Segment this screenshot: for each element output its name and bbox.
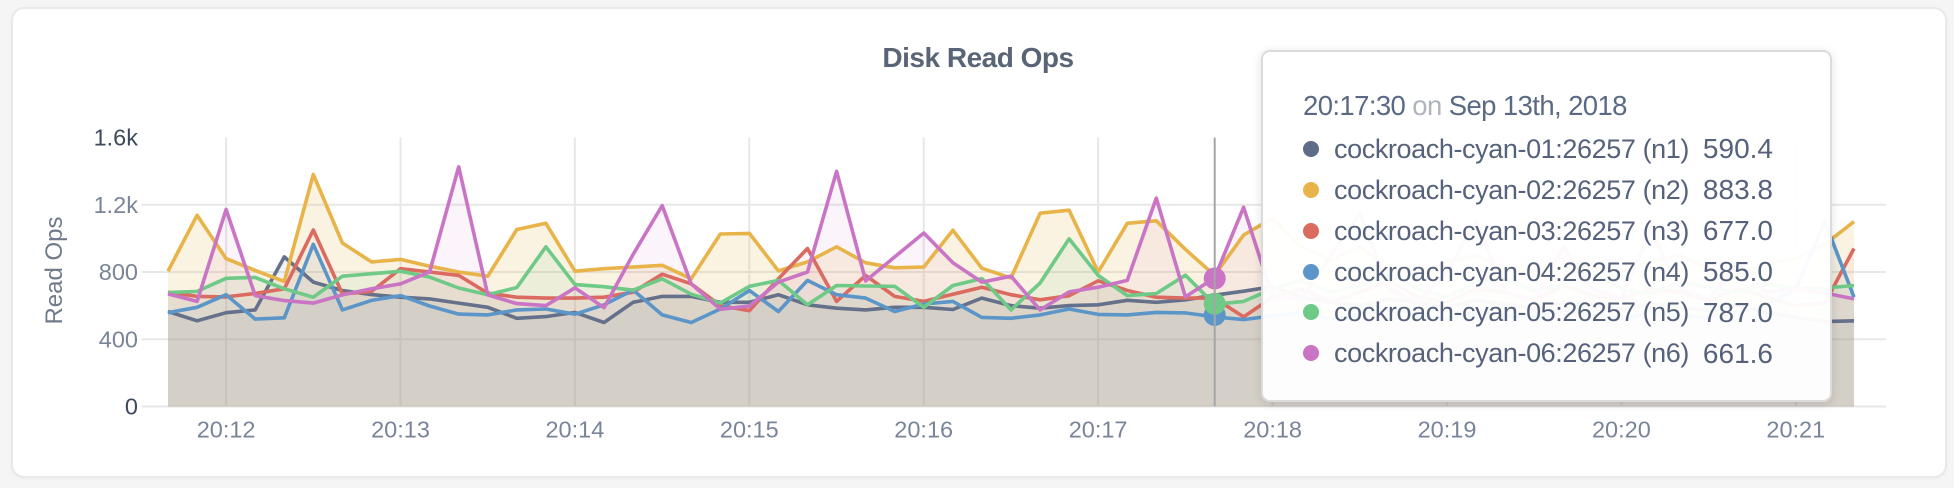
svg-text:20:15: 20:15: [720, 417, 779, 443]
svg-text:20:13: 20:13: [371, 417, 430, 443]
svg-text:20:20: 20:20: [1592, 417, 1651, 443]
svg-text:20:14: 20:14: [545, 417, 604, 443]
svg-text:20:17: 20:17: [1069, 417, 1128, 443]
svg-text:20:21: 20:21: [1766, 417, 1825, 443]
svg-text:Disk Read Ops: Disk Read Ops: [882, 42, 1073, 73]
svg-text:0: 0: [125, 394, 138, 420]
svg-text:400: 400: [99, 326, 138, 352]
svg-text:20:12: 20:12: [197, 417, 256, 443]
svg-text:Read Ops: Read Ops: [41, 216, 68, 324]
svg-text:1.2k: 1.2k: [94, 192, 139, 218]
svg-text:20:18: 20:18: [1243, 417, 1302, 443]
svg-text:20:16: 20:16: [894, 417, 953, 443]
svg-text:20:19: 20:19: [1418, 417, 1477, 443]
svg-text:800: 800: [99, 259, 138, 285]
svg-text:1.6k: 1.6k: [94, 125, 139, 151]
